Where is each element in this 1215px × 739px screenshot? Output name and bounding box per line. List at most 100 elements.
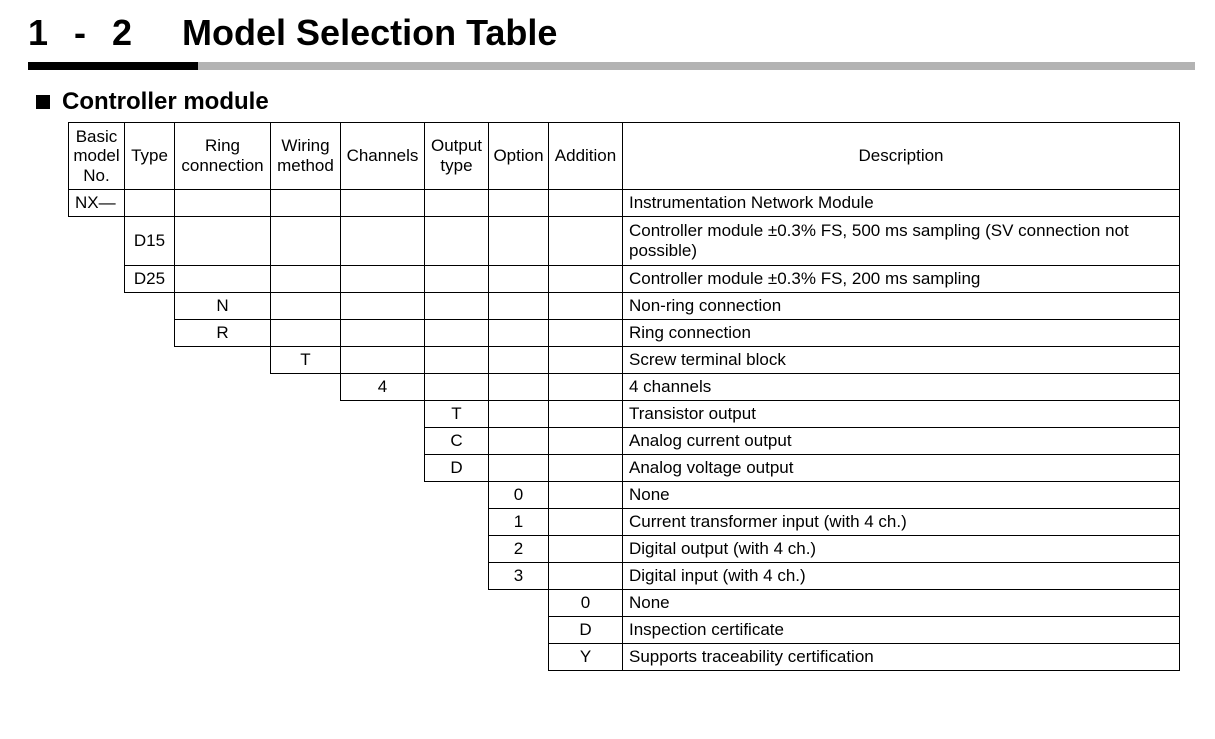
col-basic-model: Basic model No.	[69, 123, 125, 190]
blank-cell	[341, 428, 425, 455]
blank-cell	[125, 347, 175, 374]
blank-cell	[125, 455, 175, 482]
col-wiring: Wiring method	[271, 123, 341, 190]
table-row: D15Controller module ±0.3% FS, 500 ms sa…	[69, 217, 1180, 266]
blank-cell	[125, 536, 175, 563]
code-cell: N	[175, 293, 271, 320]
empty-cell	[549, 455, 623, 482]
empty-cell	[425, 320, 489, 347]
table-row: 0None	[69, 482, 1180, 509]
empty-cell	[271, 320, 341, 347]
blank-cell	[125, 590, 175, 617]
col-option: Option	[489, 123, 549, 190]
description-cell: Transistor output	[623, 401, 1180, 428]
table-head: Basic model No. Type Ring connection Wir…	[69, 123, 1180, 190]
description-text: Digital output (with 4 ch.)	[623, 537, 1179, 561]
empty-cell	[549, 190, 623, 217]
description-text: 4 channels	[623, 375, 1179, 399]
code-cell: C	[425, 428, 489, 455]
description-cell: Inspection certificate	[623, 617, 1180, 644]
blank-cell	[341, 401, 425, 428]
blank-cell	[271, 374, 341, 401]
code-text: 0	[489, 483, 548, 507]
blank-cell	[69, 455, 125, 482]
blank-cell	[69, 590, 125, 617]
empty-cell	[341, 217, 425, 266]
blank-cell	[175, 590, 271, 617]
empty-cell	[425, 293, 489, 320]
empty-cell	[489, 320, 549, 347]
blank-cell	[271, 509, 341, 536]
code-text: 3	[489, 564, 548, 588]
empty-cell	[489, 190, 549, 217]
empty-cell	[271, 293, 341, 320]
blank-cell	[271, 617, 341, 644]
blank-cell	[341, 482, 425, 509]
description-cell: Non-ring connection	[623, 293, 1180, 320]
blank-cell	[175, 536, 271, 563]
empty-cell	[489, 293, 549, 320]
code-text: NX—	[69, 191, 124, 215]
blank-cell	[175, 563, 271, 590]
blank-cell	[425, 563, 489, 590]
blank-cell	[125, 509, 175, 536]
description-cell: Analog current output	[623, 428, 1180, 455]
description-cell: Analog voltage output	[623, 455, 1180, 482]
empty-cell	[341, 266, 425, 293]
description-text: Digital input (with 4 ch.)	[623, 564, 1179, 588]
code-cell: D	[549, 617, 623, 644]
code-cell: 1	[489, 509, 549, 536]
description-text: Analog current output	[623, 429, 1179, 453]
code-text: 0	[549, 591, 622, 615]
description-text: Current transformer input (with 4 ch.)	[623, 510, 1179, 534]
table-body: NX— Instrumentation Network ModuleD15Cont…	[69, 190, 1180, 671]
blank-cell	[125, 293, 175, 320]
blank-cell	[69, 401, 125, 428]
empty-cell	[549, 482, 623, 509]
empty-cell	[489, 266, 549, 293]
table-row: 1 Current transformer input (with 4 ch.)	[69, 509, 1180, 536]
table-row: NX— Instrumentation Network Module	[69, 190, 1180, 217]
empty-cell	[549, 293, 623, 320]
code-text: T	[271, 348, 340, 372]
table-row: T Transistor output	[69, 401, 1180, 428]
description-text: Controller module ±0.3% FS, 500 ms sampl…	[623, 219, 1179, 262]
code-text: D	[549, 618, 622, 642]
table-row: TScrew terminal block	[69, 347, 1180, 374]
empty-cell	[549, 536, 623, 563]
empty-cell	[549, 374, 623, 401]
blank-cell	[341, 617, 425, 644]
col-channels: Channels	[341, 123, 425, 190]
page-title: Model Selection Table	[182, 12, 557, 54]
code-text: D	[425, 456, 488, 480]
code-text: D25	[125, 267, 174, 291]
description-cell: Digital input (with 4 ch.)	[623, 563, 1180, 590]
blank-cell	[69, 428, 125, 455]
description-text: Transistor output	[623, 402, 1179, 426]
description-cell: 4 channels	[623, 374, 1180, 401]
empty-cell	[425, 347, 489, 374]
code-text: T	[425, 402, 488, 426]
blank-cell	[125, 374, 175, 401]
table-row: N Non-ring connection	[69, 293, 1180, 320]
blank-cell	[341, 563, 425, 590]
blank-cell	[489, 617, 549, 644]
col-type: Type	[125, 123, 175, 190]
blank-cell	[425, 617, 489, 644]
empty-cell	[489, 374, 549, 401]
table-row: 0None	[69, 590, 1180, 617]
empty-cell	[425, 217, 489, 266]
description-cell: Digital output (with 4 ch.)	[623, 536, 1180, 563]
blank-cell	[69, 293, 125, 320]
description-text: Analog voltage output	[623, 456, 1179, 480]
blank-cell	[69, 482, 125, 509]
col-description: Description	[623, 123, 1180, 190]
description-cell: Controller module ±0.3% FS, 200 ms sampl…	[623, 266, 1180, 293]
description-text: Instrumentation Network Module	[623, 191, 1179, 215]
code-cell: 0	[549, 590, 623, 617]
blank-cell	[271, 536, 341, 563]
blank-cell	[271, 482, 341, 509]
blank-cell	[125, 644, 175, 671]
empty-cell	[271, 266, 341, 293]
model-selection-table: Basic model No. Type Ring connection Wir…	[68, 122, 1180, 671]
